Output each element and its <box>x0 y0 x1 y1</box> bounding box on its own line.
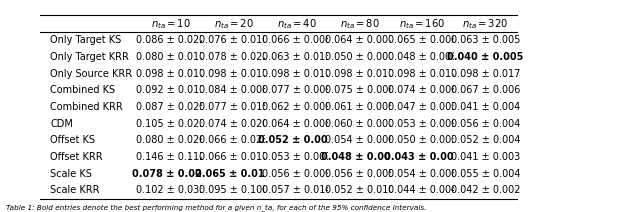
Text: Table 1: Bold entries denote the best performing method for a given n_ta, for ea: Table 1: Bold entries denote the best pe… <box>6 204 427 211</box>
